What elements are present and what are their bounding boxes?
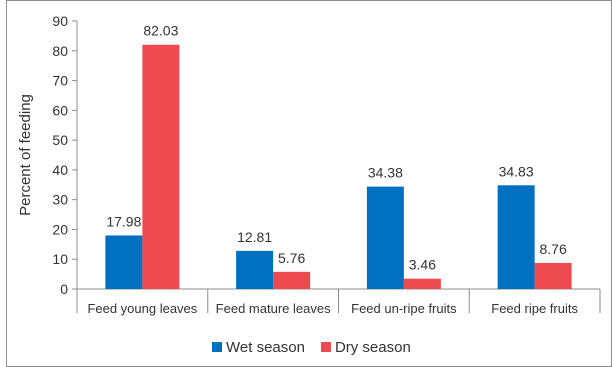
x-tick-label: Feed mature leaves [216, 301, 331, 316]
data-label: 12.81 [237, 229, 272, 245]
y-tick-label: 50 [52, 132, 68, 148]
legend-swatch [320, 342, 331, 352]
y-tick-label: 10 [52, 251, 68, 267]
bar-dry-season [273, 271, 311, 289]
bars [105, 44, 572, 290]
y-axis-label: Percent of feeding [17, 94, 34, 216]
y-tick-label: 90 [52, 13, 68, 29]
bar-dry-season [142, 44, 180, 290]
x-tick-label: Feed un-ripe fruits [351, 301, 457, 316]
legend-swatch [212, 342, 222, 352]
legend-label: Dry season [335, 339, 411, 356]
bar-dry-season [534, 262, 572, 289]
data-label: 82.03 [143, 23, 178, 39]
data-label: 3.46 [409, 257, 436, 273]
y-tick-label: 60 [52, 102, 68, 118]
y-tick-label: 20 [52, 221, 68, 237]
data-labels: 17.98 12.81 34.38 34.83 82.03 5.76 3.46 8.76 [106, 23, 567, 273]
x-tick-label: Feed young leaves [87, 301, 197, 316]
y-tick-label: 70 [52, 73, 68, 89]
data-label: 17.98 [106, 213, 141, 229]
x-tick-label: Feed ripe fruits [491, 301, 578, 316]
bar-wet-season [497, 185, 535, 289]
legend-label: Wet season [226, 339, 305, 356]
data-label: 34.38 [368, 165, 403, 181]
bar-wet-season [366, 186, 404, 289]
axes: 0 10 20 30 40 50 60 70 80 90 Feed young leaves Feed… [52, 13, 601, 316]
data-label: 5.76 [278, 250, 305, 266]
data-label: 34.83 [499, 163, 534, 179]
bar-wet-season [236, 250, 274, 289]
bar-dry-season [403, 278, 441, 289]
y-tick-label: 80 [52, 43, 68, 59]
y-tick-label: 0 [60, 281, 68, 297]
legend: Wet season Dry season [212, 339, 411, 356]
bar-wet-season [105, 235, 143, 289]
y-tick-label: 30 [52, 192, 68, 208]
data-label: 8.76 [540, 241, 567, 257]
y-tick-label: 40 [52, 162, 68, 178]
